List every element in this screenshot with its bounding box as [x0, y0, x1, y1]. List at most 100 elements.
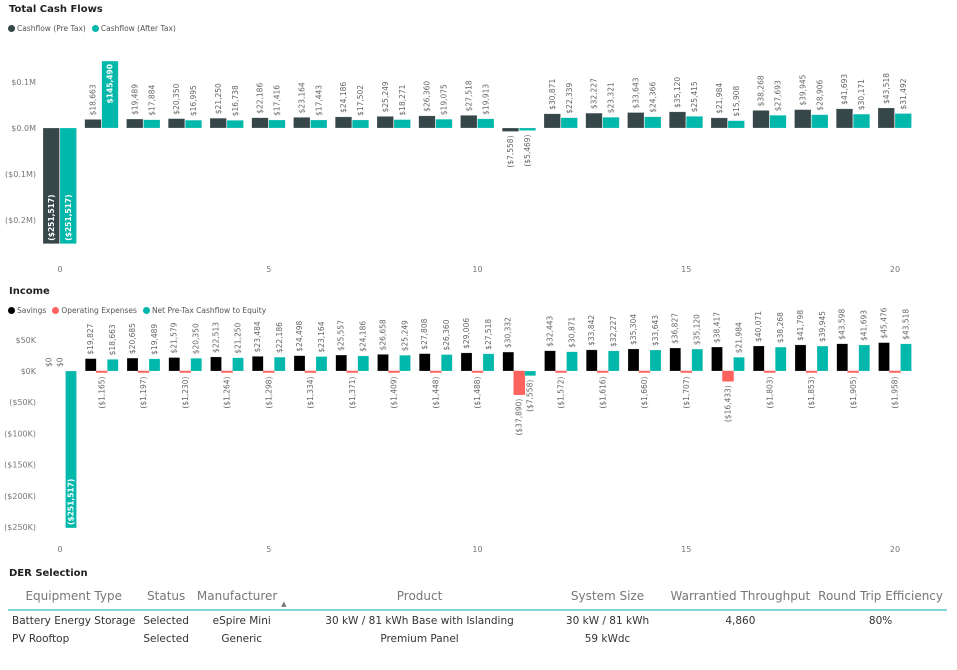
bar	[143, 119, 161, 129]
data-label: $26,360	[423, 81, 432, 112]
column-header[interactable]: Round Trip Efficiency	[814, 585, 948, 611]
data-label: ($7,558)	[506, 135, 515, 167]
bar	[251, 117, 269, 129]
bar	[335, 354, 347, 372]
bar	[460, 115, 478, 129]
column-header[interactable]: Manufacturer ▲	[192, 585, 291, 611]
data-label: $30,332	[504, 317, 513, 348]
legend-item[interactable]: Cashflow (After Tax)	[91, 24, 176, 33]
data-label: $21,250	[234, 322, 243, 353]
column-header[interactable]: System Size	[548, 585, 667, 611]
cell: Selected	[143, 615, 189, 627]
data-label: ($5,469)	[523, 134, 532, 166]
data-label: ($251,517)	[67, 479, 76, 525]
column-header[interactable]: Product	[290, 585, 549, 611]
data-label: $23,484	[253, 321, 262, 352]
bar	[399, 354, 411, 372]
bar	[649, 349, 662, 372]
data-label: $16,995	[189, 85, 198, 116]
bar	[393, 119, 411, 129]
bar	[107, 359, 119, 372]
data-label: $28,906	[816, 79, 825, 110]
column-header[interactable]: Equipment Type	[8, 585, 140, 611]
legend-item[interactable]: Savings	[8, 306, 46, 315]
data-label: $21,984	[715, 83, 724, 114]
bar	[388, 370, 400, 373]
legend-income[interactable]: Savings Operating Expenses Net Pre-Tax C…	[8, 306, 266, 315]
data-label: $33,643	[651, 315, 660, 346]
chart-title-income: Income	[9, 286, 50, 297]
bar	[764, 370, 776, 373]
bar	[310, 119, 328, 129]
y-tick-label: ($0.2M)	[5, 216, 36, 225]
legend-label: Savings	[17, 306, 47, 315]
bar	[460, 352, 473, 372]
data-label: $25,415	[690, 81, 699, 112]
cell	[814, 629, 947, 647]
data-label: $35,120	[693, 314, 702, 345]
data-label: $19,075	[440, 84, 449, 115]
bar	[315, 356, 328, 372]
data-label: $17,416	[273, 85, 282, 116]
bar	[252, 356, 264, 372]
data-label: ($1,264)	[223, 376, 232, 408]
bar	[430, 370, 442, 373]
bar	[335, 116, 352, 129]
bar	[268, 119, 286, 129]
data-label: $20,350	[192, 323, 201, 354]
x-tick-label: 0	[57, 265, 62, 274]
cell: eSpire Mini	[212, 615, 271, 627]
bar	[555, 370, 567, 373]
bar	[126, 118, 144, 129]
table-header-row: Equipment Type Status Manufacturer ▲ Pro…	[8, 585, 948, 611]
data-label: $24,366	[649, 82, 658, 113]
data-label: $41,798	[796, 310, 805, 341]
bar	[377, 354, 389, 372]
legend-item[interactable]: Cashflow (Pre Tax)	[8, 24, 86, 33]
data-label: ($1,334)	[306, 376, 315, 408]
der-selection-table: Equipment Type Status Manufacturer ▲ Pro…	[8, 585, 948, 647]
bar	[889, 370, 901, 373]
legend-total-cash-flows[interactable]: Cashflow (Pre Tax) Cashflow (After Tax)	[8, 24, 176, 33]
bar	[263, 370, 275, 373]
x-tick-label: 20	[890, 545, 900, 554]
column-header[interactable]: Status	[139, 585, 193, 611]
table-row[interactable]: PV Rooftop Selected Generic Premium Pane…	[8, 629, 947, 647]
data-label: ($1,958)	[891, 376, 900, 408]
bar	[900, 343, 912, 372]
column-header[interactable]: Warrantied Throughput	[666, 585, 815, 611]
bar	[627, 112, 645, 129]
legend-item[interactable]: Operating Expenses	[52, 306, 137, 315]
bar	[293, 355, 306, 372]
data-label: $32,443	[546, 316, 555, 347]
data-label: $18,663	[108, 324, 117, 355]
legend-dot-icon	[52, 307, 60, 314]
bar	[210, 356, 222, 372]
data-label: $24,498	[295, 320, 304, 351]
bar	[805, 370, 818, 373]
y-tick-label: $0.0M	[11, 124, 36, 133]
bar	[101, 60, 119, 129]
table-row[interactable]: Battery Energy Storage Selected eSpire M…	[8, 610, 947, 629]
data-label: $23,321	[607, 82, 616, 113]
bar	[733, 357, 745, 372]
bar	[638, 370, 651, 373]
data-label: ($1,572)	[557, 376, 566, 408]
data-label: $25,557	[337, 320, 346, 351]
bar	[602, 117, 620, 129]
bar	[96, 370, 108, 373]
bar	[775, 346, 787, 372]
data-label: $19,489	[150, 324, 159, 355]
bar	[274, 356, 286, 372]
bar	[482, 353, 495, 372]
x-tick-label: 5	[266, 265, 271, 274]
bar	[179, 370, 191, 373]
data-label: ($37,890)	[515, 399, 524, 436]
sort-ascending-icon[interactable]: ▲	[281, 600, 287, 608]
data-label: ($1,853)	[807, 376, 816, 408]
bar	[543, 113, 561, 129]
bar	[544, 350, 556, 372]
legend-item[interactable]: Net Pre-Tax Cashflow to Equity	[142, 306, 266, 315]
bar	[836, 108, 853, 129]
data-label: $30,871	[548, 79, 557, 110]
